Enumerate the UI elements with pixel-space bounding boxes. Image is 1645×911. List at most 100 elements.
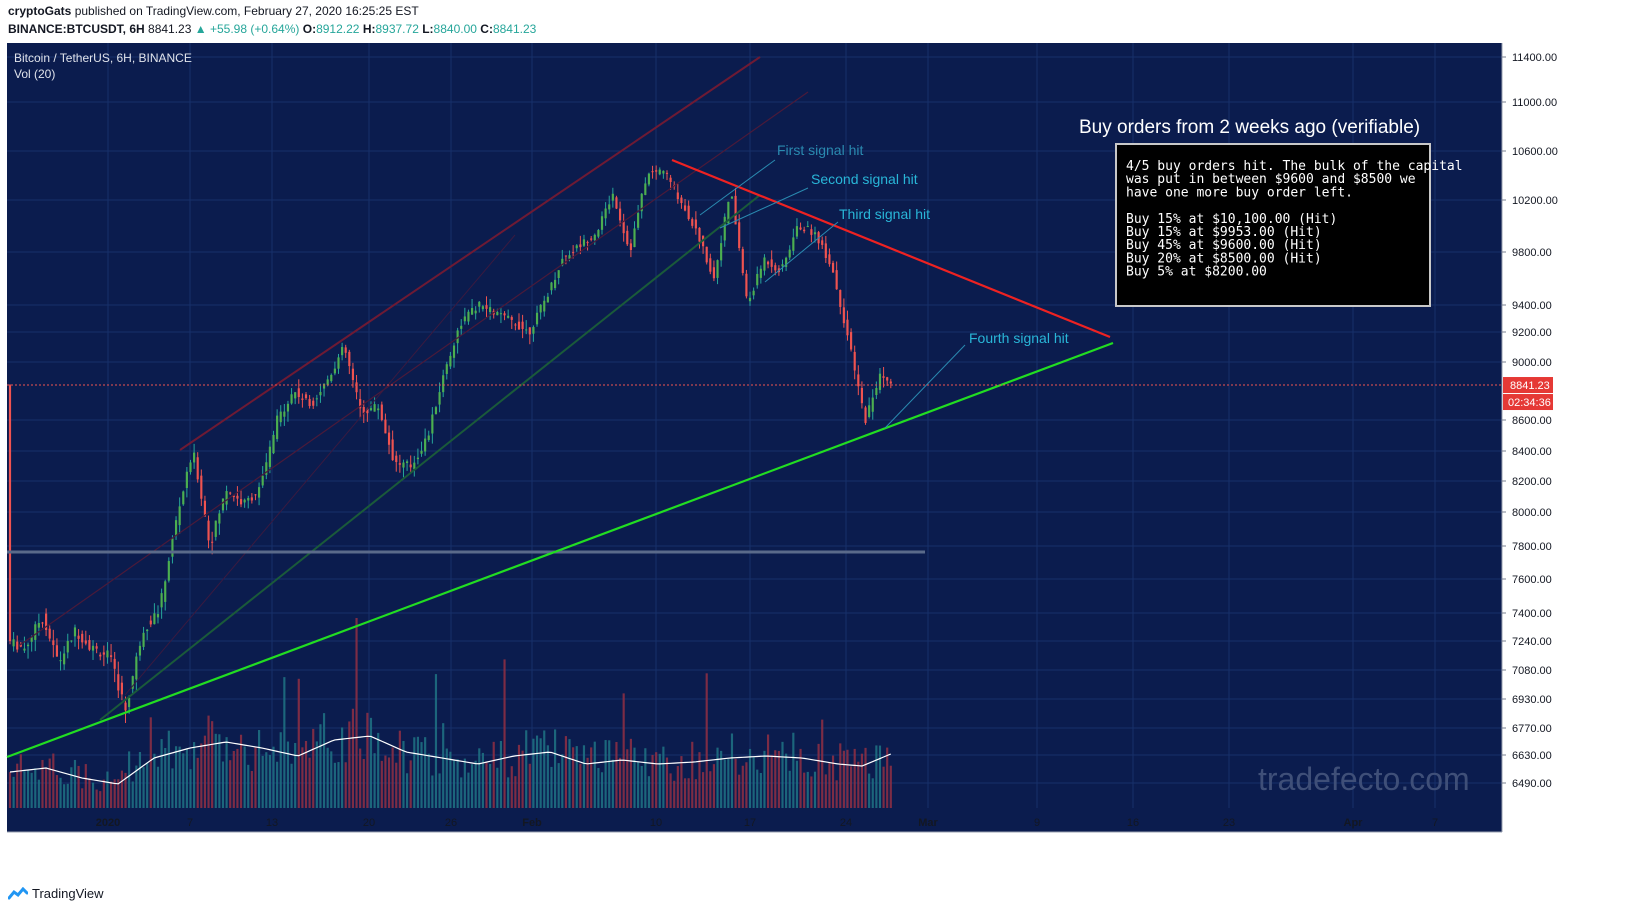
change-up-icon: ▲ [194,22,207,36]
candle-body [705,246,708,263]
chart-title: Bitcoin / TetherUS, 6H, BINANCE [14,51,192,65]
candle-body [362,406,365,414]
buy-orders-line: Buy 45% at $9600.00 (Hit) [1126,238,1322,253]
candle-body [232,495,235,498]
volume-bar [344,762,347,808]
volume-bar [626,749,629,808]
candle-body [377,408,380,411]
volume-bar [442,723,445,808]
volume-bar [590,747,593,808]
volume-bar [698,752,701,808]
price-tick-label: 9800.00 [1512,247,1552,259]
volume-bar [229,760,232,808]
volume-bar [146,762,149,808]
volume-bar [247,764,250,808]
volume-bar [460,777,463,808]
volume-bar [481,752,484,808]
channel-upper-line [179,56,761,451]
volume-bar [261,755,264,808]
candle-body [579,244,582,248]
candle-body [734,195,737,225]
price-tick-label: 11400.00 [1512,52,1557,64]
volume-bar [669,773,672,808]
volume-bar [290,763,293,808]
candle-body [391,439,394,461]
volume-bar [745,762,748,808]
volume-bar [16,763,19,808]
candle-body [41,622,44,624]
volume-bar [449,751,452,808]
volume-bar [171,768,174,808]
high-value: 8937.72 [375,22,419,36]
volume-bar [95,789,98,808]
candle-body [496,311,499,316]
buy-orders-line: 4/5 buy orders hit. The bulk of the capi… [1126,159,1463,174]
time-tick-label: 7 [1432,817,1438,829]
volume-bar [120,770,123,808]
volume-bar [651,754,654,808]
price-tick-label: 8600.00 [1512,415,1552,427]
candle-body [326,379,329,385]
volume-bar [795,760,799,808]
candle-body [756,273,759,286]
volume-bar [142,767,145,808]
volume-bar [366,712,369,808]
volume-bar [478,748,481,808]
volume-bar [806,771,809,808]
volume-bar [658,753,661,808]
volume-bar [741,765,744,808]
candle-body [384,419,387,434]
candle-body [539,304,542,313]
candle-body [359,398,362,409]
volume-bar [174,746,178,808]
volume-bar [268,754,271,808]
candle-body [658,169,661,175]
price-tick-label: 7080.00 [1512,665,1552,677]
candle-body [113,658,116,669]
time-tick-label: 9 [1034,817,1040,829]
candle-body [803,229,806,232]
volume-bar [34,768,37,808]
last-price: 8841.23 [148,22,192,36]
candle-body [30,637,33,642]
volume-bar [517,744,521,808]
candle-body [214,520,217,537]
volume-bar [763,750,766,808]
candle-body [91,645,95,651]
price-tick-label: 11000.00 [1512,97,1557,109]
volume-bar [593,741,596,808]
volume-bar [622,693,625,808]
candle-body [174,520,178,536]
volume-bar [312,728,315,808]
candle-body [369,408,373,411]
candle-body [333,368,336,374]
candle-body [294,392,297,399]
last-price-badge-label: 8841.23 [1510,380,1550,392]
candle-body [8,385,12,642]
countdown-label: 02:34:36 [1508,397,1551,409]
volume-bar [752,756,755,808]
volume-bar [106,771,109,808]
open-label: O: [302,22,317,36]
candle-body [665,172,669,174]
volume-bar [839,743,842,808]
candle-body [850,332,853,350]
candle-body [709,258,712,272]
volume-bar [254,746,257,808]
candle-body [52,640,55,646]
candle-body [250,497,253,501]
volume-bar [102,779,105,808]
price-tick-label: 9000.00 [1512,357,1552,369]
candle-body [763,257,766,271]
volume-bar [319,724,322,808]
candle-body [221,498,225,511]
volume-bar [330,751,333,808]
volume-ma-line [9,735,892,785]
volume-bar [23,771,26,808]
candle-body [470,308,474,315]
candle-body [618,208,622,221]
volume-bar [860,753,864,808]
volume-bar [463,758,466,808]
candle-body [730,196,734,199]
